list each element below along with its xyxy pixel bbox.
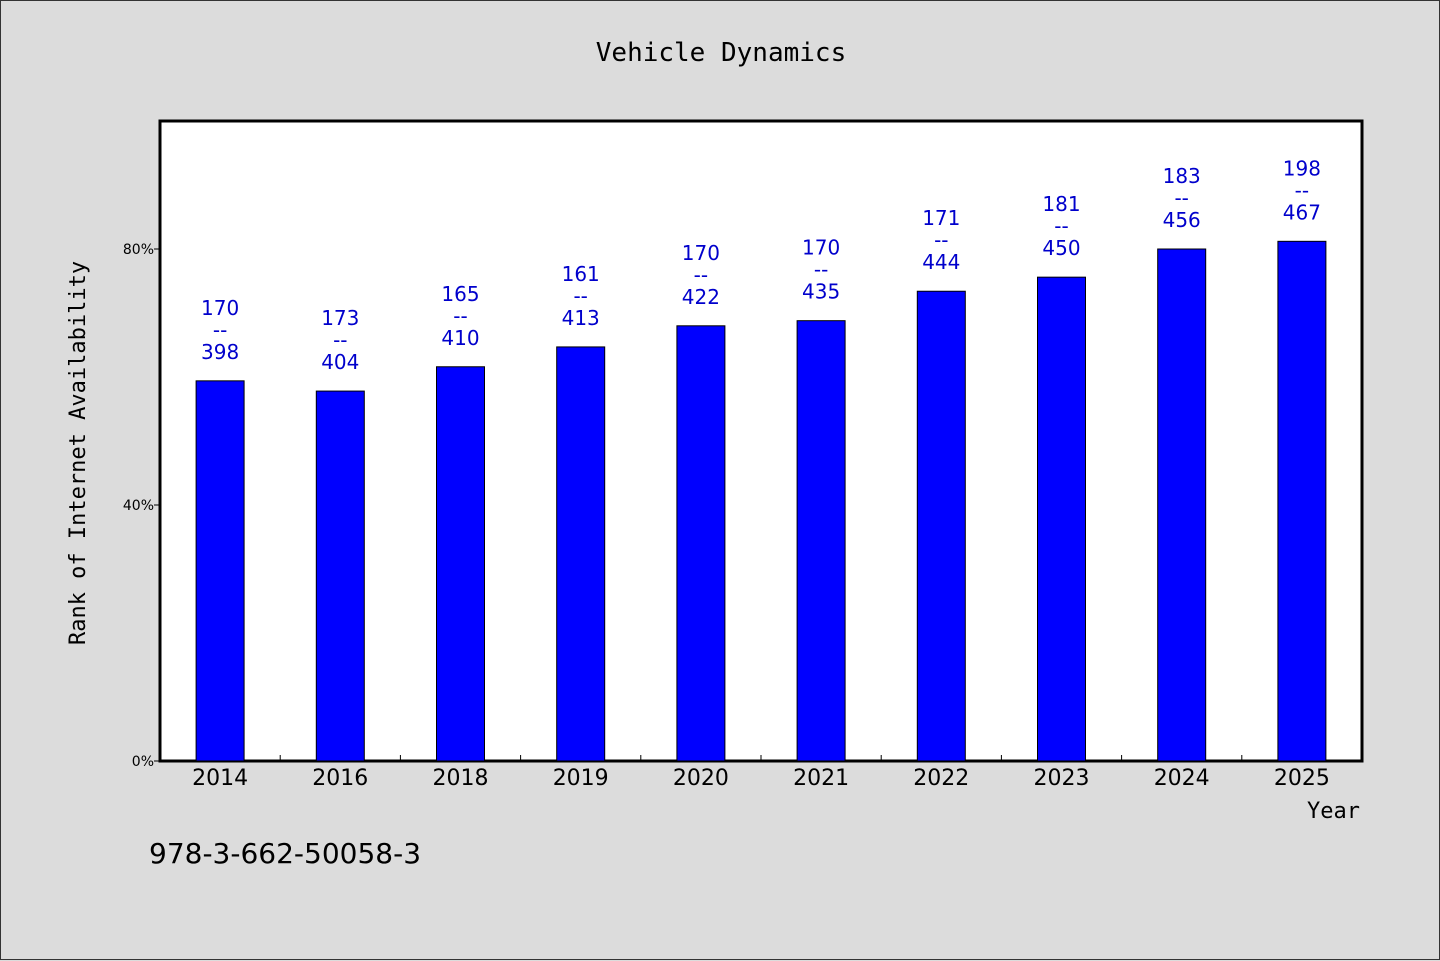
data-label: 170 xyxy=(802,236,840,260)
data-label: 422 xyxy=(682,285,720,309)
bar-2025 xyxy=(1277,240,1327,762)
y-axis-ticks: 0% 40% 80% xyxy=(123,242,160,770)
data-label: 181 xyxy=(1042,192,1080,216)
x-tick-label: 2021 xyxy=(793,766,849,791)
x-tick-label: 2014 xyxy=(192,766,248,791)
data-label: -- xyxy=(573,284,587,308)
data-labels-group: 170--398173--404165--410161--413170--422… xyxy=(201,156,1321,374)
data-label: 170 xyxy=(201,296,239,320)
data-label: -- xyxy=(453,304,467,328)
data-label: 171 xyxy=(922,206,960,230)
x-tick-label: 2019 xyxy=(553,766,609,791)
data-label: 435 xyxy=(802,280,840,304)
data-label: -- xyxy=(694,263,708,287)
data-label: 165 xyxy=(441,282,479,306)
y-tick-label: 0% xyxy=(132,754,154,770)
x-tick-label: 2018 xyxy=(433,766,489,791)
data-label: -- xyxy=(213,318,227,342)
data-label: 173 xyxy=(321,306,359,330)
data-label: 404 xyxy=(321,350,359,374)
data-label: 161 xyxy=(562,262,600,286)
data-label: 398 xyxy=(201,340,239,364)
x-tick-label: 2022 xyxy=(913,766,969,791)
data-label: -- xyxy=(333,328,347,352)
x-tick-label: 2020 xyxy=(673,766,729,791)
y-tick-label: 40% xyxy=(123,498,154,514)
bar-2024 xyxy=(1157,248,1207,762)
data-label: 410 xyxy=(441,326,479,350)
data-label: -- xyxy=(1295,178,1309,202)
data-label: 467 xyxy=(1283,200,1321,224)
x-axis-ticks: 2014 2016 2018 2019 2020 2021 2022 2023 2024 2025 xyxy=(192,755,1330,791)
bar-2014 xyxy=(195,380,245,762)
isbn-code: 978-3-662-50058-3 xyxy=(149,837,421,870)
bar-2022 xyxy=(916,290,966,762)
bar-2021 xyxy=(796,320,846,762)
data-label: 183 xyxy=(1163,164,1201,188)
data-label: -- xyxy=(1054,214,1068,238)
x-tick-label: 2025 xyxy=(1274,766,1330,791)
data-label: 170 xyxy=(682,241,720,265)
x-tick-label: 2024 xyxy=(1154,766,1210,791)
bar-2019 xyxy=(556,346,606,762)
y-axis-label: Rank of Internet Availability xyxy=(66,261,91,645)
x-tick-label: 2023 xyxy=(1034,766,1090,791)
bar-2016 xyxy=(315,390,365,762)
x-tick-label: 2016 xyxy=(312,766,368,791)
data-label: 444 xyxy=(922,250,960,274)
data-label: 450 xyxy=(1042,236,1080,260)
data-label: -- xyxy=(814,258,828,282)
data-label: -- xyxy=(934,228,948,252)
bar-2018 xyxy=(436,366,485,762)
bar-2020 xyxy=(676,325,726,762)
chart-title: Vehicle Dynamics xyxy=(596,38,846,68)
data-label: -- xyxy=(1174,186,1188,210)
x-axis-label: Year xyxy=(1307,799,1360,824)
data-label: 413 xyxy=(562,306,600,330)
data-label: 198 xyxy=(1283,156,1321,180)
data-label: 456 xyxy=(1163,208,1201,232)
bar-2023 xyxy=(1037,276,1086,762)
bars-group xyxy=(195,240,1327,762)
y-tick-label: 80% xyxy=(123,242,154,258)
